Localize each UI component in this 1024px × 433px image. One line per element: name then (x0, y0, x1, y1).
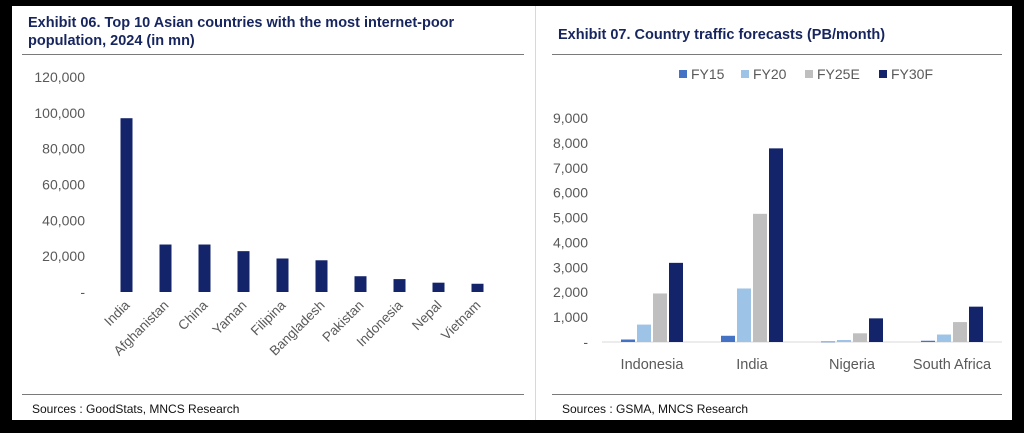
bar-china (198, 244, 211, 292)
y-tick-label: - (80, 284, 85, 300)
legend-swatch-fy30f (879, 70, 887, 78)
bar-filipina (276, 258, 289, 292)
exhibit-06-top-rule (22, 54, 524, 55)
exhibit-07-title: Exhibit 07. Country traffic forecasts (P… (558, 27, 886, 43)
bar-india-fy30f (769, 148, 783, 342)
y-tick-label: 9,000 (553, 110, 588, 126)
bar-nigeria-fy15 (821, 341, 835, 343)
panel-divider (535, 6, 542, 420)
y-tick-label: 20,000 (42, 248, 85, 264)
x-tick-label: South Africa (913, 357, 992, 373)
y-tick-label: 1,000 (553, 309, 588, 325)
bar-south-africa-fy25e (953, 322, 967, 342)
bar-indonesia-fy15 (621, 339, 635, 342)
legend-swatch-fy20 (741, 70, 749, 78)
x-tick-label: India (736, 357, 768, 373)
bar-india-fy15 (721, 335, 735, 342)
x-tick-label: Yaman (209, 298, 249, 338)
y-tick-label: 40,000 (42, 212, 85, 228)
x-tick-label: Nepal (409, 298, 445, 334)
exhibit-06-source: Sources : GoodStats, MNCS Research (32, 402, 240, 416)
bar-nigeria-fy25e (853, 333, 867, 342)
exhibit-06-chart: - 20,000 40,000 60,000 80,000 100,000 120,000 I… (34, 69, 484, 359)
bar-nigeria-fy20 (837, 340, 851, 342)
bar-south-africa-fy30f (969, 306, 983, 342)
y-tick-label: 5,000 (553, 210, 588, 226)
x-tick-label: Indonesia (621, 357, 685, 373)
y-tick-label: 7,000 (553, 160, 588, 176)
y-tick-label: 4,000 (553, 234, 588, 250)
y-tick-label: - (583, 334, 588, 350)
bar-south-africa-fy15 (921, 340, 935, 342)
x-tick-label: Vietnam (438, 298, 483, 343)
bar-india (120, 118, 133, 292)
legend-label-fy25e: FY25E (817, 66, 860, 82)
bar-india-fy20 (737, 288, 751, 342)
x-tick-label: Nigeria (829, 357, 876, 373)
exhibit-06-bottom-rule (22, 394, 524, 395)
legend-swatch-fy15 (679, 70, 687, 78)
legend-label-fy30f: FY30F (891, 66, 933, 82)
bar-indonesia (393, 279, 406, 292)
bar-indonesia-fy25e (653, 293, 667, 342)
y-tick-label: 6,000 (553, 185, 588, 201)
y-tick-label: 80,000 (42, 141, 85, 157)
y-tick-label: 100,000 (34, 105, 85, 121)
bar-india-fy25e (753, 213, 767, 342)
bar-nigeria-fy30f (869, 318, 883, 342)
legend-label-fy15: FY15 (691, 66, 725, 82)
exhibit-07-top-rule (552, 54, 1002, 55)
y-tick-label: 120,000 (34, 69, 85, 85)
legend-label-fy20: FY20 (753, 66, 787, 82)
bar-indonesia-fy30f (669, 262, 683, 342)
exhibit-06-title: Exhibit 06. Top 10 Asian countries with … (28, 15, 455, 49)
exhibit-07-bottom-rule (552, 394, 1002, 395)
bar-pakistan (354, 276, 367, 292)
y-tick-label: 3,000 (553, 259, 588, 275)
bar-indonesia-fy20 (637, 324, 651, 342)
bar-vietnam (471, 283, 484, 292)
legend-swatch-fy25e (805, 70, 813, 78)
bar-nepal (432, 282, 445, 292)
exhibit-06-panel: Exhibit 06. Top 10 Asian countries with … (12, 6, 534, 420)
y-tick-label: 60,000 (42, 177, 85, 193)
y-tick-label: 8,000 (553, 135, 588, 151)
exhibit-07-source: Sources : GSMA, MNCS Research (562, 402, 749, 416)
x-tick-label: India (101, 297, 133, 329)
y-tick-label: 2,000 (553, 284, 588, 300)
x-tick-label: China (175, 297, 211, 333)
report-sheet: Exhibit 06. Top 10 Asian countries with … (12, 6, 1012, 420)
bar-bangladesh (315, 260, 328, 292)
bar-south-africa-fy20 (937, 334, 951, 342)
bar-afghanistan (159, 244, 172, 292)
exhibit-07-chart: - 1,000 2,000 3,000 4,000 5,000 6,000 7,000 8,00… (553, 66, 1002, 373)
exhibit-07-panel: Exhibit 07. Country traffic forecasts (P… (542, 6, 1012, 420)
bar-yaman (237, 251, 250, 292)
